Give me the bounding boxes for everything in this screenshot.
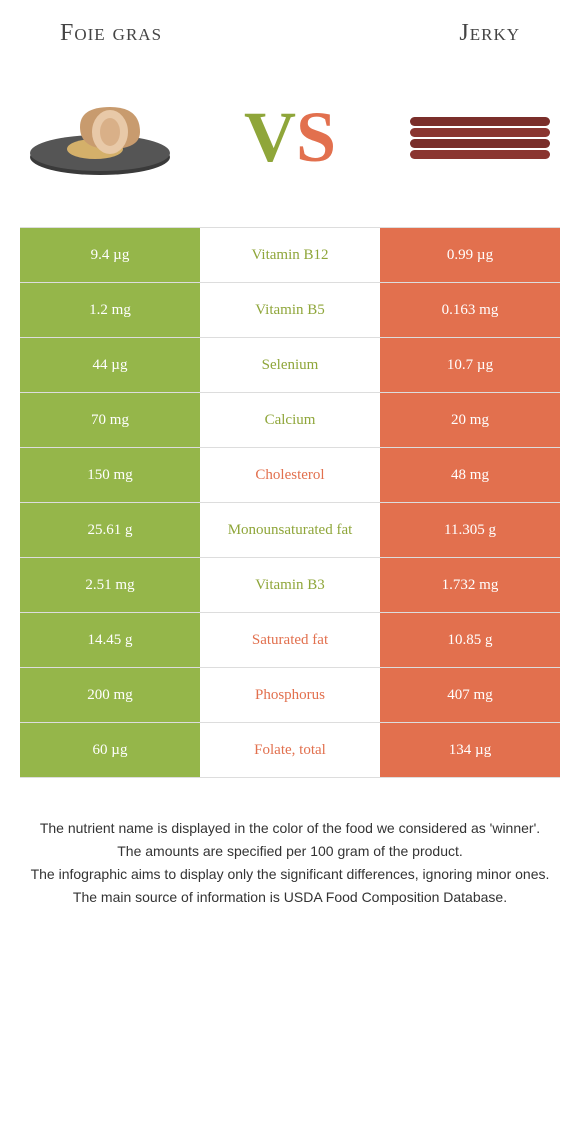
right-value: 11.305 g <box>380 503 560 557</box>
footer-line: The amounts are specified per 100 gram o… <box>30 841 550 862</box>
left-value: 200 mg <box>20 668 200 722</box>
footer-line: The main source of information is USDA F… <box>30 887 550 908</box>
left-value: 150 mg <box>20 448 200 502</box>
left-value: 60 µg <box>20 723 200 777</box>
nutrient-name: Folate, total <box>200 723 380 777</box>
table-row: 25.61 gMonounsaturated fat11.305 g <box>20 503 560 558</box>
title-left: Foie gras <box>60 20 162 47</box>
title-right: Jerky <box>459 20 520 47</box>
table-row: 44 µgSelenium10.7 µg <box>20 338 560 393</box>
table-row: 14.45 gSaturated fat10.85 g <box>20 613 560 668</box>
left-value: 14.45 g <box>20 613 200 667</box>
table-row: 200 mgPhosphorus407 mg <box>20 668 560 723</box>
left-value: 9.4 µg <box>20 228 200 282</box>
nutrient-name: Vitamin B5 <box>200 283 380 337</box>
table-row: 1.2 mgVitamin B50.163 mg <box>20 283 560 338</box>
nutrient-name: Selenium <box>200 338 380 392</box>
nutrient-name: Vitamin B3 <box>200 558 380 612</box>
left-value: 25.61 g <box>20 503 200 557</box>
footer-line: The nutrient name is displayed in the co… <box>30 818 550 839</box>
right-value: 1.732 mg <box>380 558 560 612</box>
right-value: 20 mg <box>380 393 560 447</box>
nutrient-name: Calcium <box>200 393 380 447</box>
vs-s: S <box>296 96 336 179</box>
left-value: 44 µg <box>20 338 200 392</box>
right-value: 10.85 g <box>380 613 560 667</box>
table-row: 70 mgCalcium20 mg <box>20 393 560 448</box>
right-value: 10.7 µg <box>380 338 560 392</box>
right-value: 407 mg <box>380 668 560 722</box>
vs-row: VS <box>0 57 580 227</box>
nutrient-name: Phosphorus <box>200 668 380 722</box>
table-row: 2.51 mgVitamin B31.732 mg <box>20 558 560 613</box>
left-value: 2.51 mg <box>20 558 200 612</box>
left-value: 1.2 mg <box>20 283 200 337</box>
nutrient-name: Saturated fat <box>200 613 380 667</box>
nutrient-name: Vitamin B12 <box>200 228 380 282</box>
table-row: 150 mgCholesterol48 mg <box>20 448 560 503</box>
vs-v: V <box>244 96 296 179</box>
footer-notes: The nutrient name is displayed in the co… <box>0 778 580 908</box>
nutrient-name: Monounsaturated fat <box>200 503 380 557</box>
vs-label: VS <box>244 96 336 179</box>
right-value: 134 µg <box>380 723 560 777</box>
nutrient-table: 9.4 µgVitamin B120.99 µg1.2 mgVitamin B5… <box>20 227 560 778</box>
nutrient-name: Cholesterol <box>200 448 380 502</box>
table-row: 60 µgFolate, total134 µg <box>20 723 560 778</box>
right-value: 0.163 mg <box>380 283 560 337</box>
right-value: 48 mg <box>380 448 560 502</box>
jerky-image <box>400 87 560 187</box>
table-row: 9.4 µgVitamin B120.99 µg <box>20 228 560 283</box>
right-value: 0.99 µg <box>380 228 560 282</box>
foie-gras-image <box>20 87 180 187</box>
footer-line: The infographic aims to display only the… <box>30 864 550 885</box>
header: Foie gras Jerky <box>0 0 580 57</box>
left-value: 70 mg <box>20 393 200 447</box>
